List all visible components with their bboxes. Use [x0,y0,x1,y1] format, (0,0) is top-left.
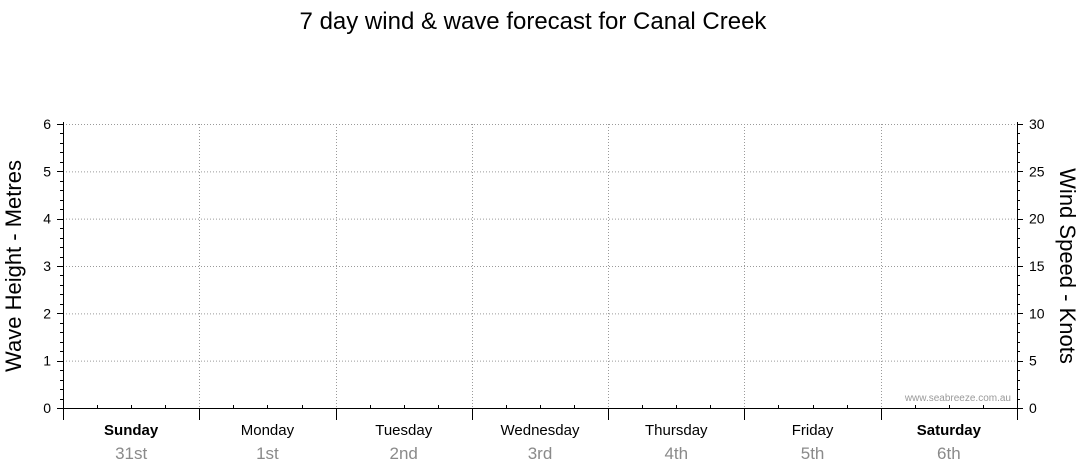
chart-title: 7 day wind & wave forecast for Canal Cre… [300,8,768,35]
right-tick-label: 0 [1029,400,1037,416]
left-tick-label: 6 [43,116,51,132]
right-tick-label: 5 [1029,353,1037,369]
day-name-label: Tuesday [375,422,432,439]
right-tick-label: 30 [1029,116,1045,132]
day-name-label: Sunday [104,422,159,439]
left-tick-label: 2 [43,305,51,321]
watermark: www.seabreeze.com.au [904,393,1011,404]
left-tick-label: 5 [43,163,51,179]
day-date-label: 2nd [390,444,418,463]
left-tick-label: 3 [43,258,51,274]
left-tick-label: 4 [43,211,51,227]
left-axis-label: Wave Height - Metres [1,160,26,372]
left-tick-label: 0 [43,400,51,416]
right-tick-label: 10 [1029,305,1045,321]
day-name-label: Friday [792,422,834,439]
axes [57,122,1023,420]
day-labels: Sunday 31st Monday 1st Tuesday 2nd Wednesday 3r… [104,422,982,463]
left-tick-label: 1 [43,353,51,369]
day-date-label: 3rd [528,444,553,463]
right-tick-label: 15 [1029,258,1045,274]
grid-lines [63,124,1017,408]
right-axis-label: Wind Speed - Knots [1055,168,1080,364]
day-date-label: 31st [115,444,147,463]
tick-labels: 0 1 2 3 4 5 6 0 5 10 15 20 25 30 [43,116,1045,416]
day-name-label: Saturday [917,422,982,439]
day-name-label: Thursday [645,422,708,439]
day-date-label: 1st [256,444,279,463]
right-tick-label: 25 [1029,163,1045,179]
day-date-label: 6th [937,444,961,463]
right-tick-label: 20 [1029,211,1045,227]
day-name-label: Monday [241,422,295,439]
day-name-label: Wednesday [501,422,580,439]
day-date-label: 4th [664,444,688,463]
day-date-label: 5th [801,444,825,463]
